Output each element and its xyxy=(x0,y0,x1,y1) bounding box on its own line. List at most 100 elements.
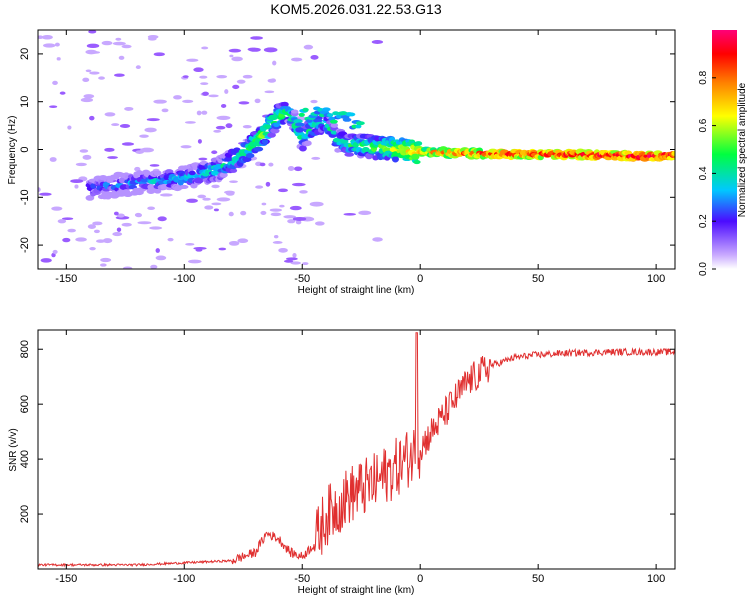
noise-blob xyxy=(49,105,58,109)
noise-blob xyxy=(85,49,98,55)
noise-blob xyxy=(264,90,275,94)
spectral-cell xyxy=(355,121,365,126)
spectral-cell xyxy=(219,172,228,178)
noise-blob xyxy=(265,181,271,187)
noise-blob xyxy=(57,219,67,224)
snr-y-tick-label: 200 xyxy=(19,505,31,523)
noise-blob xyxy=(232,84,240,90)
noise-blob xyxy=(225,191,235,196)
noise-blob xyxy=(211,150,218,155)
spectral-cell xyxy=(261,139,269,145)
noise-blob xyxy=(104,147,115,152)
noise-blob xyxy=(216,115,231,120)
noise-blob xyxy=(287,165,295,171)
noise-blob xyxy=(237,238,249,244)
noise-blob xyxy=(278,188,288,193)
noise-blob xyxy=(52,249,58,254)
noise-blob xyxy=(112,41,126,46)
noise-blob xyxy=(155,248,160,253)
noise-blob xyxy=(59,91,66,95)
noise-blob xyxy=(198,157,208,161)
noise-blob xyxy=(270,212,282,217)
spectrogram-y-tick-label: 0 xyxy=(19,146,31,152)
noise-blob xyxy=(54,42,60,47)
spectral-cell xyxy=(294,122,305,127)
noise-blob xyxy=(255,185,264,189)
noise-blob xyxy=(211,202,222,206)
spectrogram-y-tick-label: 20 xyxy=(19,48,31,60)
noise-blob xyxy=(268,162,274,167)
noise-blob xyxy=(283,215,296,219)
noise-blob xyxy=(89,115,95,121)
noise-blob xyxy=(231,56,243,62)
noise-blob xyxy=(157,216,167,222)
noise-blob xyxy=(248,47,261,52)
noise-blob xyxy=(185,242,195,246)
noise-blob xyxy=(182,75,189,79)
noise-blob xyxy=(197,139,202,144)
noise-blob xyxy=(261,202,267,206)
snr-x-tick-label: 0 xyxy=(417,573,423,585)
noise-blob xyxy=(41,35,53,40)
spectral-cell xyxy=(267,132,276,138)
noise-blob xyxy=(153,99,167,104)
noise-blob xyxy=(102,238,113,244)
spectral-cell xyxy=(198,164,207,171)
noise-blob xyxy=(358,210,372,216)
colorbar-gradient xyxy=(712,30,737,269)
noise-blob xyxy=(229,180,238,183)
noise-blob xyxy=(193,67,204,73)
colorbar-tick-label: 0.8 xyxy=(698,70,709,84)
noise-blob xyxy=(82,77,90,82)
spectral-cell xyxy=(280,101,289,108)
spectral-cell xyxy=(304,140,312,146)
noise-blob xyxy=(111,123,120,126)
noise-blob xyxy=(228,48,242,53)
noise-blob xyxy=(119,124,131,128)
noise-blob xyxy=(38,187,41,192)
noise-blob xyxy=(56,57,61,61)
snr-y-tick-label: 600 xyxy=(19,395,31,413)
noise-blob xyxy=(197,194,207,199)
spectral-cell xyxy=(298,112,305,117)
noise-blob xyxy=(200,82,209,85)
noise-blob xyxy=(80,97,94,103)
noise-blob xyxy=(98,76,105,80)
spectrogram-x-tick-label: 0 xyxy=(417,273,423,285)
snr-line xyxy=(38,332,675,568)
noise-blob xyxy=(96,239,106,243)
noise-blob xyxy=(104,112,116,117)
noise-blob xyxy=(186,58,199,62)
noise-blob xyxy=(182,99,194,104)
spectral-cell xyxy=(224,156,234,162)
noise-blob xyxy=(215,125,226,130)
noise-blob xyxy=(211,184,220,189)
colorbar-tick-label: 0.2 xyxy=(698,214,709,228)
noise-blob xyxy=(302,262,309,266)
noise-blob xyxy=(216,75,228,79)
spectral-cell xyxy=(85,194,95,201)
snr-data xyxy=(38,332,675,568)
snr-x-axis-label: Height of straight line (km) xyxy=(298,585,415,596)
spectral-cell xyxy=(270,127,280,134)
snr-y-tick-label: 800 xyxy=(19,340,31,358)
spectrogram-x-tick-label: 50 xyxy=(532,273,544,285)
noise-blob xyxy=(279,204,285,208)
noise-blob xyxy=(216,197,231,202)
noise-blob xyxy=(99,263,107,267)
noise-blob xyxy=(269,208,282,212)
spectral-cell xyxy=(332,111,340,116)
spectrogram-x-tick-label: -150 xyxy=(55,273,77,285)
spectral-cell xyxy=(124,192,132,197)
noise-blob xyxy=(40,258,52,263)
noise-blob xyxy=(263,47,278,53)
noise-blob xyxy=(220,103,227,108)
spectral-cell xyxy=(391,156,399,163)
noise-blob xyxy=(260,210,267,216)
noise-blob xyxy=(87,224,96,229)
snr-x-tick-label: -150 xyxy=(55,573,77,585)
spectrogram-y-axis-label: Frequency (Hz) xyxy=(7,116,18,185)
spectral-cell xyxy=(295,127,304,133)
